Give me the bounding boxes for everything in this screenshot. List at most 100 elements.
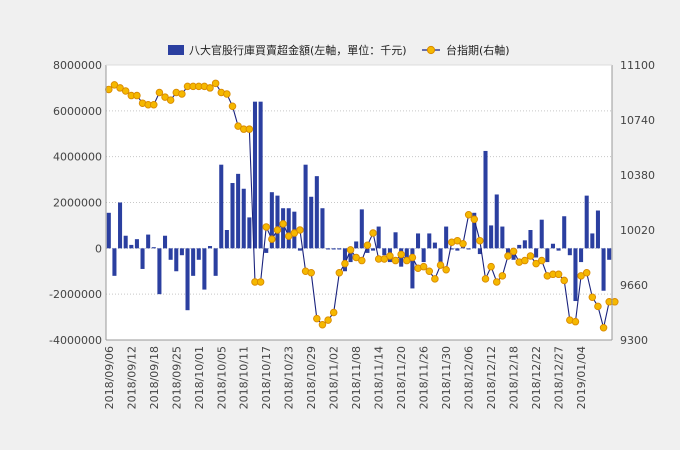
bar — [157, 248, 162, 295]
bar — [584, 195, 589, 249]
bar — [534, 248, 539, 258]
x-tick-label: 2018/12/12 — [485, 346, 498, 409]
line-point — [346, 246, 355, 254]
x-tick-label: 2018/10/05 — [215, 346, 228, 409]
bar — [134, 239, 139, 249]
line-point — [599, 324, 608, 332]
line-point — [369, 229, 377, 237]
bar — [477, 248, 482, 255]
bar — [174, 248, 179, 272]
bar — [354, 241, 359, 249]
left-tick-label: 0 — [95, 242, 102, 255]
bar — [455, 248, 460, 251]
bar — [140, 248, 145, 269]
bar — [236, 173, 241, 249]
bar — [309, 196, 314, 249]
bar — [550, 243, 555, 249]
x-tick-label: 2018/10/29 — [305, 346, 318, 409]
line-point — [509, 247, 518, 256]
bar — [213, 248, 218, 276]
bar — [539, 219, 544, 249]
bar — [185, 248, 190, 311]
line-series — [105, 79, 619, 332]
bar — [595, 210, 600, 249]
line-point — [408, 253, 417, 262]
bar — [556, 248, 561, 251]
line-point — [166, 96, 175, 104]
bar — [269, 192, 274, 249]
line-point — [329, 308, 338, 317]
bar — [337, 248, 342, 250]
x-tick-label: 2018/12/22 — [530, 346, 543, 409]
line-point — [352, 253, 360, 262]
line-point — [436, 261, 445, 269]
x-tick-label: 2018/09/25 — [170, 346, 183, 409]
bar — [528, 230, 533, 249]
x-tick-label: 2018/12/27 — [553, 346, 566, 409]
line-point — [223, 90, 231, 98]
line-point — [425, 267, 434, 276]
bar — [573, 248, 578, 302]
line-point — [560, 276, 568, 285]
bar — [168, 248, 173, 260]
line-point — [307, 269, 315, 277]
right-tick-label: 9660 — [620, 279, 648, 292]
bar — [241, 188, 246, 249]
bar — [275, 195, 280, 249]
bar — [314, 176, 319, 249]
bar — [404, 248, 409, 258]
line-point — [256, 278, 265, 286]
left-tick-label: -4000000 — [49, 334, 102, 347]
bar — [258, 101, 263, 249]
bar — [342, 248, 347, 272]
bar — [444, 226, 449, 249]
line-point — [521, 256, 529, 265]
bar — [129, 244, 134, 249]
left-tick-label: 6000000 — [53, 105, 102, 118]
bar — [590, 233, 595, 249]
line-point — [397, 250, 405, 259]
bar — [371, 248, 376, 251]
line-point — [588, 293, 597, 301]
x-tick-label: 2018/11/20 — [395, 346, 408, 409]
bar — [326, 248, 331, 250]
line-point — [403, 256, 411, 265]
x-tick-label: 2018/11/14 — [373, 346, 386, 409]
line-point — [284, 232, 293, 240]
left-tick-label: 8000000 — [53, 59, 102, 72]
line-point — [498, 272, 507, 280]
line-point — [582, 269, 591, 277]
line-point — [273, 226, 282, 234]
line-point — [431, 275, 439, 283]
bar — [224, 230, 229, 249]
x-tick-label: 2018/12/06 — [463, 346, 476, 409]
line-point — [133, 91, 141, 100]
line-point — [234, 122, 242, 130]
line-point — [380, 255, 389, 263]
line-point — [279, 220, 287, 228]
line-point — [526, 252, 535, 260]
line-point — [492, 278, 501, 286]
line-point — [121, 87, 130, 95]
bar — [472, 212, 477, 249]
bar — [146, 234, 151, 249]
left-tick-label: -2000000 — [49, 288, 102, 301]
bar — [281, 208, 286, 249]
bar — [348, 248, 353, 263]
line-point — [504, 252, 512, 260]
bar — [320, 208, 325, 249]
legend-bar-label: 八大官股行庫買賣超金額(左軸，單位：千元) — [189, 43, 407, 57]
x-axis-ticks: 2018/09/06 2018/09/12 2018/09/18 2018/09/25… — [103, 346, 588, 409]
right-tick-label: 10740 — [620, 114, 655, 127]
line-point — [577, 272, 585, 280]
left-tick-label: 2000000 — [53, 197, 102, 210]
line-point — [262, 223, 270, 231]
bar — [163, 235, 168, 249]
bar — [359, 209, 364, 249]
right-tick-label: 10380 — [620, 169, 655, 182]
bar — [118, 202, 123, 249]
bar — [421, 248, 426, 263]
x-tick-label: 2018/12/18 — [508, 346, 521, 409]
left-axis-ticks: 8000000 6000000 4000000 2000000 0 -2000000 -40… — [49, 59, 102, 347]
bar — [567, 248, 572, 256]
